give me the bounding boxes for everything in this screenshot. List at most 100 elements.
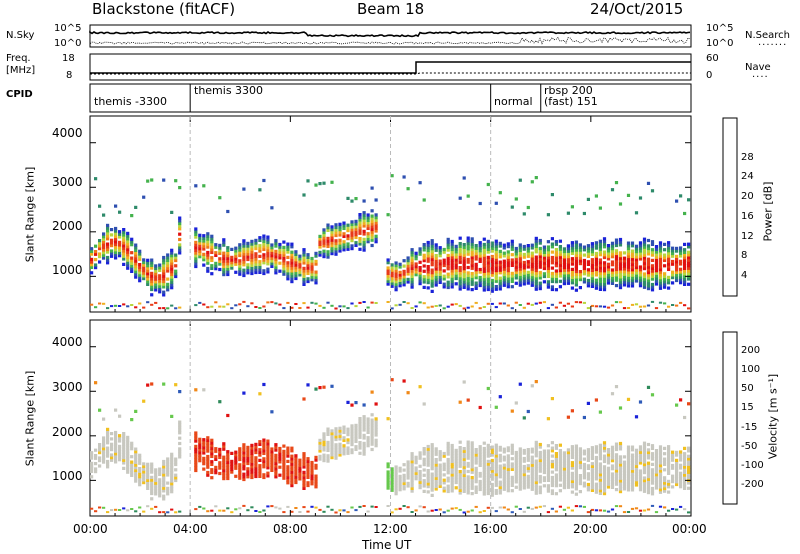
velocity-cell xyxy=(142,399,146,403)
velocity-cell xyxy=(358,505,362,508)
power-cell xyxy=(522,255,526,259)
power-cell xyxy=(538,246,542,251)
velocity-cell xyxy=(683,415,687,420)
power-cell xyxy=(134,259,138,263)
velocity-cell xyxy=(106,465,110,469)
velocity-cell xyxy=(586,485,590,489)
power-cell xyxy=(634,260,639,264)
velocity-cell xyxy=(166,511,170,514)
velocity-cell xyxy=(366,428,370,432)
velocity-cell xyxy=(534,491,538,495)
power-cell xyxy=(142,260,146,265)
velocity-cell xyxy=(454,462,458,466)
velocity-cell xyxy=(630,448,635,452)
power-cell xyxy=(534,268,538,273)
velocity-cell xyxy=(522,464,526,469)
velocity-cell xyxy=(386,478,390,482)
power-cell xyxy=(610,252,615,256)
power-cell xyxy=(586,254,590,258)
power-cell xyxy=(270,264,274,268)
velocity-cell xyxy=(406,465,410,469)
velocity-cell xyxy=(683,457,687,461)
power-cell xyxy=(590,268,594,272)
velocity-cell xyxy=(314,485,318,489)
velocity-cell xyxy=(586,448,590,452)
velocity-cell xyxy=(630,488,635,492)
power-cell xyxy=(394,304,398,307)
power-cell xyxy=(278,242,282,247)
velocity-cell xyxy=(282,452,286,456)
velocity-cell xyxy=(346,433,350,437)
power-cell xyxy=(466,247,470,251)
velocity-cell xyxy=(566,469,570,473)
power-cell xyxy=(250,253,254,257)
velocity-colorbar xyxy=(722,331,738,505)
power-cell xyxy=(266,254,270,258)
velocity-cell xyxy=(122,461,126,465)
velocity-cell xyxy=(602,441,607,445)
velocity-cell xyxy=(222,442,226,446)
velocity-cell xyxy=(522,470,526,474)
power-cell xyxy=(470,253,474,257)
velocity-cell xyxy=(422,449,426,453)
power-cell xyxy=(166,266,170,270)
velocity-cell xyxy=(426,490,430,494)
velocity-cell xyxy=(278,457,282,461)
power-cell xyxy=(518,267,522,271)
power-cell xyxy=(202,239,206,243)
power-cell xyxy=(138,273,142,277)
velocity-cell xyxy=(158,478,162,482)
velocity-cell xyxy=(642,489,647,493)
power-cell xyxy=(262,237,266,241)
power-cell xyxy=(226,256,230,260)
power-cell xyxy=(234,254,238,258)
velocity-cell xyxy=(478,455,482,459)
power-cell xyxy=(683,258,687,262)
velocity-cell xyxy=(494,459,498,463)
velocity-cell xyxy=(430,472,434,476)
power-cell xyxy=(590,276,594,280)
velocity-cell xyxy=(675,464,679,468)
velocity-cell xyxy=(306,483,310,488)
power-cell xyxy=(606,257,611,261)
velocity-cell xyxy=(170,460,174,464)
velocity-cell xyxy=(358,422,362,426)
power-cell xyxy=(671,259,675,264)
power-cell xyxy=(358,301,362,304)
velocity-cell xyxy=(374,438,378,442)
power-cell xyxy=(414,251,418,255)
power-cell xyxy=(98,302,102,305)
velocity-cell xyxy=(390,486,394,490)
velocity-cell xyxy=(322,434,326,439)
velocity-cell xyxy=(538,456,542,460)
power-cell xyxy=(590,274,594,278)
velocity-cell xyxy=(394,476,398,480)
power-cell xyxy=(302,269,306,273)
power-cell xyxy=(566,265,570,269)
velocity-cell xyxy=(530,485,534,489)
velocity-cell xyxy=(166,481,170,485)
velocity-cell xyxy=(667,455,671,459)
velocity-cell xyxy=(314,458,318,462)
power-cell xyxy=(302,258,306,262)
power-cell xyxy=(410,280,414,284)
power-cell xyxy=(426,243,430,247)
velocity-cell xyxy=(546,449,550,453)
velocity-cell xyxy=(470,492,474,496)
power-cell xyxy=(254,260,258,264)
power-cell xyxy=(438,246,442,250)
power-cell xyxy=(146,280,150,284)
velocity-cell xyxy=(514,461,518,465)
velocity-cell xyxy=(658,505,663,508)
power-cell xyxy=(630,244,635,248)
velocity-cell xyxy=(462,380,466,384)
power-cell xyxy=(598,274,602,278)
power-cell xyxy=(646,263,651,267)
power-cell xyxy=(562,276,566,280)
power-cell xyxy=(574,256,578,260)
power-cell xyxy=(494,287,498,291)
power-cell xyxy=(446,237,450,241)
power-cell xyxy=(134,246,138,250)
power-cell xyxy=(658,301,663,304)
power-cell xyxy=(687,264,691,268)
